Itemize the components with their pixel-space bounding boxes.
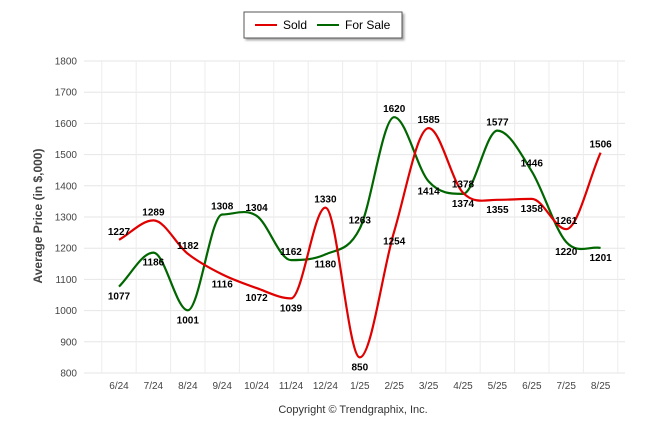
y-axis-label: Average Price (in $,000) — [31, 149, 45, 284]
sold-data-label: 1585 — [417, 115, 440, 126]
x-tick-label: 4/25 — [453, 381, 473, 392]
y-tick-label: 1800 — [55, 57, 78, 68]
x-tick-label: 5/25 — [488, 381, 508, 392]
for-sale-data-label: 1186 — [143, 258, 165, 269]
for-sale-data-label: 1162 — [280, 247, 302, 258]
for-sale-series-line — [118, 116, 601, 312]
x-tick-label: 12/24 — [313, 381, 338, 392]
for-sale-data-label: 1374 — [452, 199, 475, 210]
for-sale-data-label: 1077 — [108, 292, 131, 303]
x-tick-label: 1/25 — [350, 381, 370, 392]
x-tick-label: 9/24 — [212, 381, 232, 392]
sold-data-label: 1261 — [555, 216, 578, 227]
x-tick-label: 8/25 — [591, 381, 611, 392]
sold-data-label: 1378 — [452, 180, 475, 191]
for-sale-data-label: 1308 — [211, 202, 234, 213]
sold-data-label: 1227 — [108, 227, 131, 238]
x-tick-label: 3/25 — [419, 381, 439, 392]
x-tick-label: 10/24 — [244, 381, 269, 392]
copyright-text: Copyright © Trendgraphix, Inc. — [278, 404, 427, 416]
x-tick-label: 11/24 — [279, 381, 304, 392]
x-tick-label: 6/24 — [109, 381, 129, 392]
y-tick-label: 1300 — [55, 213, 78, 224]
for-sale-data-label: 1577 — [486, 118, 509, 129]
sold-data-label: 1506 — [589, 140, 612, 151]
sold-data-label: 850 — [351, 362, 368, 373]
y-tick-label: 1500 — [55, 150, 78, 161]
x-tick-label: 7/25 — [556, 381, 576, 392]
y-tick-label: 800 — [60, 369, 77, 380]
data-labels: 1227 1289 1182 1116 1072 1039 1330 850 1254 1585 1… — [108, 104, 612, 373]
x-tick-label: 6/25 — [522, 381, 542, 392]
for-sale-data-label: 1220 — [555, 247, 578, 258]
y-tick-label: 1700 — [55, 88, 78, 99]
sold-data-label: 1039 — [280, 303, 303, 314]
sold-data-label: 1072 — [245, 293, 268, 304]
sold-series-line — [118, 126, 602, 359]
legend-sold-label[interactable]: Sold — [283, 18, 307, 32]
sold-data-label: 1358 — [521, 204, 544, 215]
x-axis: 6/24 7/24 8/24 9/24 10/24 11/24 12/24 1/25 2/25 3… — [109, 381, 611, 392]
for-sale-data-label: 1001 — [177, 315, 200, 326]
x-tick-label: 2/25 — [384, 381, 404, 392]
for-sale-data-label: 1180 — [315, 259, 337, 270]
sold-data-label: 1254 — [383, 236, 406, 247]
y-tick-label: 900 — [60, 337, 77, 348]
x-tick-label: 8/24 — [178, 381, 198, 392]
sold-data-label: 1330 — [314, 195, 337, 206]
for-sale-data-label: 1446 — [521, 158, 544, 169]
y-tick-label: 1000 — [55, 306, 78, 317]
plot-area — [118, 116, 602, 359]
for-sale-data-label: 1414 — [417, 186, 440, 197]
x-tick-label: 7/24 — [144, 381, 164, 392]
for-sale-data-label: 1263 — [349, 216, 372, 227]
y-tick-label: 1600 — [55, 119, 78, 130]
y-axis: 800 900 1000 1100 1200 1300 1400 1500 1600 1700 18… — [55, 57, 78, 380]
legend-forsale-label[interactable]: For Sale — [345, 18, 391, 32]
sold-data-label: 1182 — [177, 241, 199, 252]
sold-data-label: 1116 — [212, 279, 234, 290]
sold-data-label: 1355 — [486, 205, 509, 216]
grid — [84, 60, 625, 374]
y-tick-label: 1400 — [55, 181, 78, 192]
y-tick-label: 1100 — [55, 275, 77, 286]
sold-data-label: 1289 — [142, 207, 165, 218]
for-sale-data-label: 1201 — [589, 253, 612, 264]
for-sale-data-label: 1620 — [383, 104, 406, 115]
y-tick-label: 1200 — [55, 244, 78, 255]
legend[interactable]: Sold For Sale — [243, 11, 403, 39]
for-sale-data-label: 1304 — [245, 203, 268, 214]
